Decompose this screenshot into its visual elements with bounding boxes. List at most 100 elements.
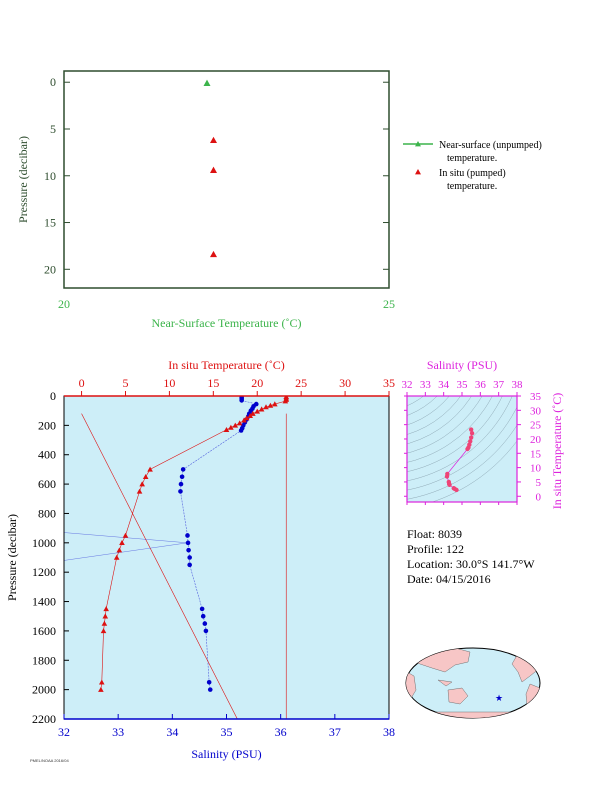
temperature-point xyxy=(282,398,289,404)
legend-label: temperature. xyxy=(447,181,497,192)
ts-point xyxy=(468,427,474,432)
x-tick-label: 32 xyxy=(402,379,413,391)
y-tick-label: 1000 xyxy=(32,536,56,550)
top-tick-label: 25 xyxy=(295,376,307,390)
temperature-point xyxy=(272,401,278,407)
float-location-marker: ★ xyxy=(495,693,503,703)
salinity-point xyxy=(187,562,192,568)
y-tick-label: 2200 xyxy=(32,712,56,726)
land-greenland xyxy=(509,648,519,654)
float-info: Float: 8039 Profile: 122 Location: 30.0°… xyxy=(407,527,535,587)
salinity-point xyxy=(185,540,191,546)
credit-stamp: PMEL/NOAA 2016/04 xyxy=(30,758,69,763)
data-point xyxy=(210,136,217,144)
x-tick-label: 25 xyxy=(383,297,395,311)
temperature-point xyxy=(102,613,109,619)
temperature-point xyxy=(243,415,250,421)
temperature-point xyxy=(101,620,108,626)
salinity-point xyxy=(199,606,205,612)
bottom-axis-label: Salinity (PSU) xyxy=(191,747,261,761)
land-australia xyxy=(447,687,469,705)
date: Date: 04/15/2016 xyxy=(407,572,491,586)
temperature-point xyxy=(247,413,254,419)
temperature-point xyxy=(136,488,143,494)
legend-label: Near-surface (unpumped) xyxy=(439,140,542,151)
density-contour xyxy=(337,296,417,376)
y-axis-label: Pressure (decibar) xyxy=(16,136,30,223)
bottom-tick-label: 33 xyxy=(112,725,124,739)
temperature-point xyxy=(113,554,120,560)
temperature-point xyxy=(100,628,107,634)
x-tick-label: 38 xyxy=(512,379,524,391)
ts-points xyxy=(444,427,475,493)
ts-point xyxy=(454,487,459,493)
location-map: ★ xyxy=(405,647,541,719)
y-tick-label: 0 xyxy=(536,491,542,503)
land-indonesia xyxy=(437,679,453,687)
y-tick-label: 15 xyxy=(530,448,542,460)
density-contour xyxy=(319,278,435,394)
temperature-point xyxy=(250,410,256,416)
y-tick-label: 0 xyxy=(50,389,56,403)
land-antarctica xyxy=(409,711,540,718)
top-tick-label: 20 xyxy=(251,376,263,390)
y-tick-label: 0 xyxy=(50,75,56,89)
x-tick-label: 34 xyxy=(438,379,450,391)
data-point xyxy=(210,250,217,258)
y-axis-label: In situ Temperature (˚C) xyxy=(550,393,564,510)
salinity-point xyxy=(238,428,244,433)
top-tick-label: 35 xyxy=(383,376,395,390)
y-tick-label: 200 xyxy=(38,418,56,432)
salinity-point xyxy=(185,533,190,538)
salinity-point xyxy=(203,628,209,634)
data-point xyxy=(203,79,211,86)
ts-point xyxy=(447,482,452,488)
legend-marker xyxy=(415,169,421,175)
location: Location: 30.0°S 141.7°W xyxy=(407,557,535,571)
y-tick-label: 30 xyxy=(530,405,542,417)
temperature-point xyxy=(139,481,145,487)
bottom-tick-label: 38 xyxy=(383,725,395,739)
top-tick-label: 30 xyxy=(339,376,351,390)
y-tick-label: 1200 xyxy=(32,565,56,579)
ts-point xyxy=(444,474,450,479)
temperature-point xyxy=(98,686,104,692)
temperature-point xyxy=(98,679,105,685)
plot-background xyxy=(64,396,389,719)
x-tick-label: 35 xyxy=(457,379,469,391)
y-tick-label: 1600 xyxy=(32,624,56,638)
y-tick-label: 35 xyxy=(530,391,542,403)
temperature-point xyxy=(116,547,123,553)
temperature-point xyxy=(122,532,129,538)
legend-label: temperature. xyxy=(447,153,497,164)
bottom-tick-label: 34 xyxy=(166,725,178,739)
salinity-point xyxy=(206,679,212,685)
salinity-point xyxy=(180,467,186,472)
temperature-point xyxy=(258,406,265,412)
temperature-point xyxy=(103,606,109,612)
temperature-point xyxy=(142,473,149,479)
y-tick-label: 800 xyxy=(38,506,56,520)
y-tick-label: 25 xyxy=(530,420,542,432)
temperature-point xyxy=(263,404,269,410)
temperature-point xyxy=(236,420,243,426)
y-tick-label: 2000 xyxy=(32,683,56,697)
top-axis-label: In situ Temperature (˚C) xyxy=(168,358,285,372)
x-tick-label: 33 xyxy=(420,379,432,391)
x-tick-label: 20 xyxy=(58,297,70,311)
temperature-point xyxy=(119,540,125,546)
salinity-point xyxy=(239,398,244,403)
top-tick-label: 10 xyxy=(163,376,175,390)
salinity-point xyxy=(200,613,206,619)
temperature-point xyxy=(267,402,274,408)
ts-diagram: 32 33 34 35 36 37 38 Salinity (PSU) 0 5 10 15 20 25 30… xyxy=(319,278,565,510)
x-axis-label: Salinity (PSU) xyxy=(427,358,497,372)
temperature-point xyxy=(241,417,247,423)
top-tick-label: 5 xyxy=(122,376,128,390)
salinity-point xyxy=(178,481,184,487)
y-tick-label: 600 xyxy=(38,477,56,491)
bottom-tick-label: 35 xyxy=(221,725,233,739)
y-tick-label: 10 xyxy=(44,169,56,183)
y-tick-label: 20 xyxy=(44,262,56,276)
